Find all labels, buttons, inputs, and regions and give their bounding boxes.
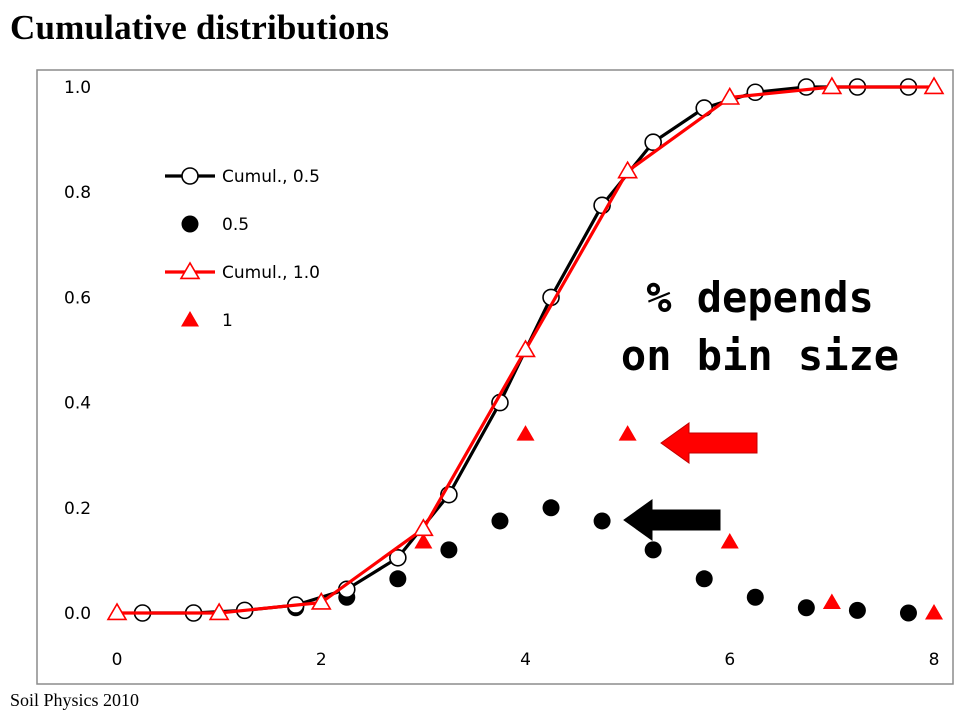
annotation-text-line: on bin size (621, 331, 899, 380)
annotation: % depends on bin size (621, 273, 899, 541)
x-tick-label: 0 (112, 650, 123, 670)
y-tick-label: 0.6 (64, 288, 91, 308)
legend-entry: 0.5 (181, 215, 249, 235)
y-tick-label: 0.2 (64, 499, 91, 519)
data-point (618, 425, 637, 441)
data-point (491, 512, 509, 530)
legend-label: 1 (222, 311, 233, 331)
y-tick-label: 1.0 (64, 78, 91, 98)
footer-text: Soil Physics 2010 (10, 690, 140, 710)
data-point (746, 83, 765, 102)
legend-swatch-marker (181, 167, 199, 185)
data-point (106, 602, 128, 621)
legend-swatch-marker (181, 215, 199, 233)
data-point (440, 541, 458, 559)
data-point (923, 76, 945, 95)
data-point (797, 599, 815, 617)
data-point (593, 512, 611, 530)
data-point (695, 570, 713, 588)
data-point (208, 602, 230, 621)
data-point (412, 518, 434, 537)
data-point (821, 76, 843, 95)
y-tick-label: 0.0 (64, 604, 91, 624)
data-point (414, 532, 433, 549)
legend-entry: Cumul., 1.0 (165, 261, 320, 283)
data-point (617, 160, 639, 179)
legend-label: Cumul., 0.5 (222, 167, 320, 187)
legend-entry: Cumul., 0.5 (165, 167, 320, 187)
slide-title: Cumulative distributions (10, 8, 390, 47)
annotation-text-line: % depends (646, 273, 874, 322)
legend: Cumul., 0.5 0.5 Cumul., 1.0 1 (165, 167, 320, 331)
y-tick-label: 0.8 (64, 183, 91, 203)
legend-entry: 1 (181, 311, 233, 331)
x-tick-label: 6 (724, 650, 735, 670)
data-point (516, 425, 535, 441)
data-point (389, 548, 407, 567)
red-arrow (660, 422, 758, 464)
data-point (746, 588, 764, 606)
data-point (720, 532, 739, 549)
x-tick-label: 4 (520, 650, 531, 670)
data-point (310, 591, 332, 610)
black-arrow (623, 499, 721, 541)
axes: 0.0 0.2 0.4 0.6 0.8 1.0 0 2 4 6 8 (64, 78, 939, 670)
series-layer (106, 76, 945, 622)
data-point (848, 601, 866, 619)
legend-swatch-marker (181, 311, 199, 327)
data-point (389, 570, 407, 588)
x-tick-label: 8 (929, 650, 940, 670)
data-point (719, 86, 741, 105)
y-tick-label: 0.4 (64, 394, 91, 414)
x-tick-label: 2 (316, 650, 327, 670)
data-point (925, 604, 943, 620)
data-point (797, 78, 816, 96)
data-point (644, 133, 662, 152)
data-point (542, 499, 560, 517)
legend-swatch-marker (179, 261, 201, 280)
data-point (515, 339, 536, 358)
data-point (822, 593, 841, 609)
data-point (644, 541, 662, 559)
legend-label: 0.5 (222, 215, 249, 235)
legend-label: Cumul., 1.0 (222, 263, 320, 283)
series-2 (106, 76, 945, 621)
data-point (899, 604, 917, 622)
